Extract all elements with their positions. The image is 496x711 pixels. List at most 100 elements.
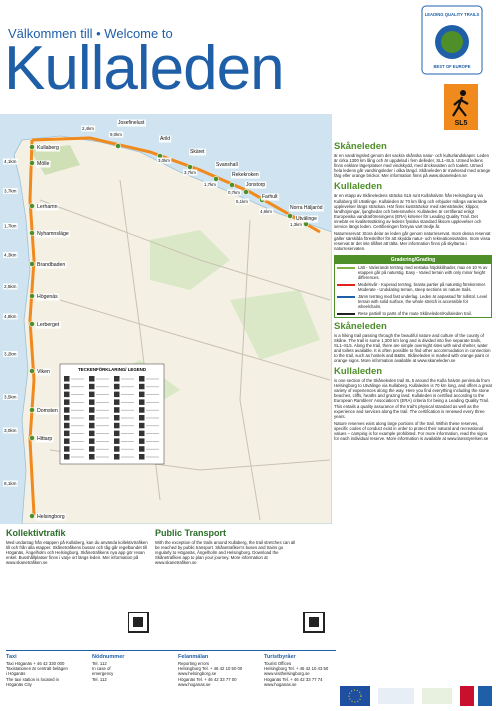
label-bg xyxy=(289,221,304,228)
legend-icon xyxy=(139,376,145,382)
label-bg xyxy=(3,223,18,229)
legend-icon xyxy=(114,391,120,398)
place-label: 5,1km xyxy=(236,199,248,204)
place-label: Lerberget xyxy=(37,322,60,328)
legend-icon xyxy=(139,407,145,413)
footer-line: Helsingborg Tel. + 46 42 10 50 00 xyxy=(178,666,243,672)
label-bg xyxy=(36,368,51,376)
heading: Skåneleden xyxy=(334,320,387,332)
footer-line: Tourist Offices xyxy=(264,661,292,666)
legend-icon xyxy=(89,454,95,460)
heading: Kollektivtrafik xyxy=(6,528,66,538)
logo xyxy=(422,688,452,704)
footer-line: Helsingborg Tel. + 46 42 10 43 50 xyxy=(264,666,329,672)
place-label: Norra Häljaröd xyxy=(290,205,323,211)
place-label: 1,3km xyxy=(290,222,302,227)
place-label: 1,7km xyxy=(4,224,17,229)
grading-text: Medelsvår - Kuperad terräng, branta part… xyxy=(358,281,487,292)
place-label: Rekekroken xyxy=(232,172,259,178)
footer-line: www.hoganas.se xyxy=(178,681,211,687)
label-bg xyxy=(36,144,61,152)
label-bg xyxy=(159,135,172,143)
legend-icon xyxy=(89,446,95,452)
legend-box xyxy=(59,363,165,465)
stop xyxy=(229,182,235,188)
footer-line: Höganäs City xyxy=(6,681,32,687)
label-bg xyxy=(36,435,54,443)
footer-column: Felanmälan Reporting errors Helsingborg Te… xyxy=(178,654,250,687)
legend-icon xyxy=(89,430,95,437)
label-bg xyxy=(227,189,242,196)
place-label: Jonstorp xyxy=(246,182,265,188)
legend-icon xyxy=(64,391,70,398)
footer-line: www.hoganas.se xyxy=(264,681,297,687)
legend-icon xyxy=(114,430,120,437)
right-column: Skåneleden är en vandringsled genom det … xyxy=(334,138,492,443)
place-label: Mölle xyxy=(37,161,50,167)
place-label: Josefinelust xyxy=(118,120,145,126)
label-bg xyxy=(3,313,18,320)
label-bg xyxy=(36,203,59,211)
legend-icon xyxy=(139,438,145,444)
place-label: 3,7km xyxy=(184,170,196,175)
label-bg xyxy=(231,171,260,179)
heading: Public Transport xyxy=(155,528,227,538)
grading-swatch xyxy=(337,283,355,286)
place-label: Hittarp xyxy=(37,436,52,442)
label-bg xyxy=(215,161,239,169)
place-label: Högenäs xyxy=(37,294,58,300)
footer-column: Turistbyråer Tourist Offices Helsingborg T… xyxy=(264,654,336,687)
legend-icon xyxy=(114,383,120,390)
label-bg xyxy=(295,215,319,223)
stop xyxy=(29,203,35,209)
label-bg xyxy=(3,394,18,400)
place-label: 9,0km xyxy=(110,132,122,137)
stop xyxy=(29,368,35,374)
hiker-head xyxy=(460,90,466,96)
paragraph: är en vandringsled genom det vackra skån… xyxy=(334,153,491,179)
legend-icon xyxy=(89,438,95,444)
legend-icon xyxy=(114,446,120,452)
hiker xyxy=(452,96,469,117)
transport-sv: Kollektivtrafik Med undantag från etappe… xyxy=(6,528,148,567)
label-bg xyxy=(36,230,70,238)
place-label: 4,3km xyxy=(4,253,17,258)
footer-heading: Felanmälan xyxy=(178,654,209,660)
heading: Kullaleden xyxy=(334,366,383,378)
footer-line: Reporting errors xyxy=(178,661,210,666)
label-bg xyxy=(117,119,147,127)
badge-inner xyxy=(441,31,463,53)
paragraph: är en etapp av Skåneledens sträcka SL5 r… xyxy=(334,193,488,230)
legend-icon xyxy=(139,391,145,398)
road xyxy=(39,179,331,521)
stop xyxy=(29,144,35,150)
stop xyxy=(29,321,35,327)
place-label: 3,2km xyxy=(4,352,17,357)
footer-line: Taxistationen är centralt belägen xyxy=(6,666,68,672)
label-bg xyxy=(235,198,250,205)
grading-text: Rese partiell to parts of the route Skån… xyxy=(358,310,472,316)
grading-swatch xyxy=(337,295,355,298)
stop xyxy=(29,407,35,413)
place-label: Arild xyxy=(160,136,170,142)
label-bg xyxy=(36,160,51,168)
paragraph: is a hiking trail passing through the be… xyxy=(334,332,491,363)
footer-line: Höganäs Tel. + 46 42 33 77 00 xyxy=(178,676,237,682)
place-label: Brandbaden xyxy=(37,262,65,268)
stop xyxy=(29,435,35,441)
footer-line: In case of xyxy=(92,666,111,672)
legend-icon xyxy=(64,454,70,460)
legend: TECKENFÖRKLARING/ LEGEND xyxy=(59,363,165,465)
footer-line: emergency xyxy=(92,671,114,677)
legend-icon xyxy=(139,454,145,460)
place-label: Kullaberg xyxy=(37,145,59,151)
place-label: 3,5km xyxy=(4,395,17,400)
place-label: 8,1km xyxy=(4,481,17,486)
place-label: Farhult xyxy=(262,194,278,200)
qr xyxy=(309,617,319,627)
place-label: Nyhamnsläge xyxy=(37,231,69,237)
label-bg xyxy=(245,181,267,189)
best-text: BEST OF EUROPE xyxy=(434,64,471,69)
logo xyxy=(378,688,414,704)
